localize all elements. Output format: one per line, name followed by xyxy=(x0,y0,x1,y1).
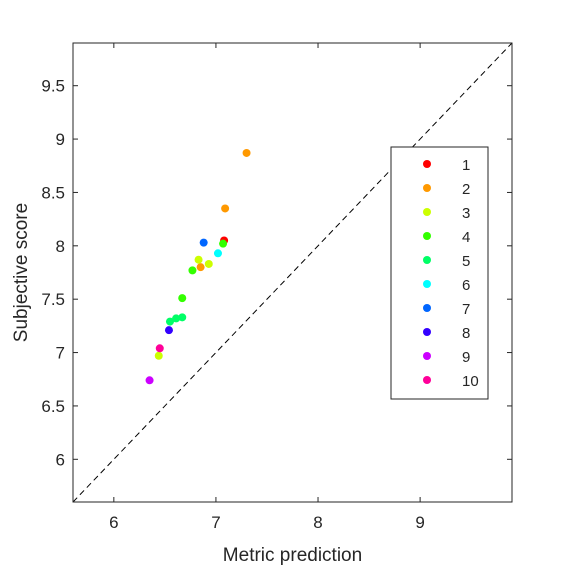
data-point-series-3 xyxy=(154,351,163,360)
legend-marker-4 xyxy=(423,232,431,240)
legend-label-9: 9 xyxy=(462,349,470,366)
x-tick-label: 7 xyxy=(211,513,220,532)
y-tick-label: 9.5 xyxy=(41,77,65,96)
data-point-series-10 xyxy=(155,344,164,353)
y-tick-label: 7.5 xyxy=(41,290,65,309)
data-point-series-3 xyxy=(194,255,203,264)
legend-label-7: 7 xyxy=(462,301,470,318)
data-point-series-2 xyxy=(196,263,205,272)
y-tick-label: 6 xyxy=(56,450,65,469)
legend-marker-10 xyxy=(423,376,431,384)
legend-label-8: 8 xyxy=(462,325,470,342)
legend-marker-8 xyxy=(423,328,431,336)
y-axis-label: Subjective score xyxy=(11,203,32,342)
y-tick-label: 7 xyxy=(56,344,65,363)
legend-label-6: 6 xyxy=(462,277,470,294)
x-tick-label: 9 xyxy=(415,513,424,532)
legend-box xyxy=(390,146,489,400)
x-axis-label: Metric prediction xyxy=(223,545,362,566)
data-point-series-4 xyxy=(188,266,197,275)
y-tick-label: 8.5 xyxy=(41,183,65,202)
data-point-series-5 xyxy=(178,313,187,322)
data-point-series-5 xyxy=(165,317,174,326)
legend-marker-6 xyxy=(423,280,431,288)
legend-marker-5 xyxy=(423,256,431,264)
legend-label-5: 5 xyxy=(462,253,470,270)
data-point-series-9 xyxy=(145,376,154,385)
legend-marker-2 xyxy=(423,184,431,192)
data-point-series-3 xyxy=(204,259,213,268)
y-tick-label: 9 xyxy=(56,130,65,149)
y-tick-label: 6.5 xyxy=(41,397,65,416)
y-tick-label: 8 xyxy=(56,237,65,256)
data-points xyxy=(145,148,251,385)
x-axis-ticks: 6 7 8 9 xyxy=(109,43,425,532)
data-point-series-2 xyxy=(242,148,251,157)
data-point-series-8 xyxy=(164,326,173,335)
legend-marker-7 xyxy=(423,304,431,312)
legend-label-2: 2 xyxy=(462,181,470,198)
x-tick-label: 6 xyxy=(109,513,118,532)
data-point-series-2 xyxy=(221,204,230,213)
legend-marker-3 xyxy=(423,208,431,216)
data-point-series-4 xyxy=(219,239,228,248)
data-point-series-6 xyxy=(213,249,222,258)
legend-marker-1 xyxy=(423,160,431,168)
legend-label-3: 3 xyxy=(462,205,470,222)
data-point-series-7 xyxy=(199,238,208,247)
legend: 1 2 3 4 5 6 7 8 9 10 xyxy=(390,146,489,400)
plot-area-border xyxy=(72,42,513,503)
y-axis-ticks: 6 6.5 7 7.5 8 8.5 9 9.5 xyxy=(41,77,512,469)
data-point-series-5 xyxy=(172,314,181,323)
legend-label-4: 4 xyxy=(462,229,470,246)
reference-diagonal-line xyxy=(72,42,513,503)
legend-label-10: 10 xyxy=(462,373,479,390)
x-tick-label: 8 xyxy=(313,513,322,532)
legend-marker-9 xyxy=(423,352,431,360)
legend-label-1: 1 xyxy=(462,157,470,174)
data-point-series-4 xyxy=(178,294,187,303)
